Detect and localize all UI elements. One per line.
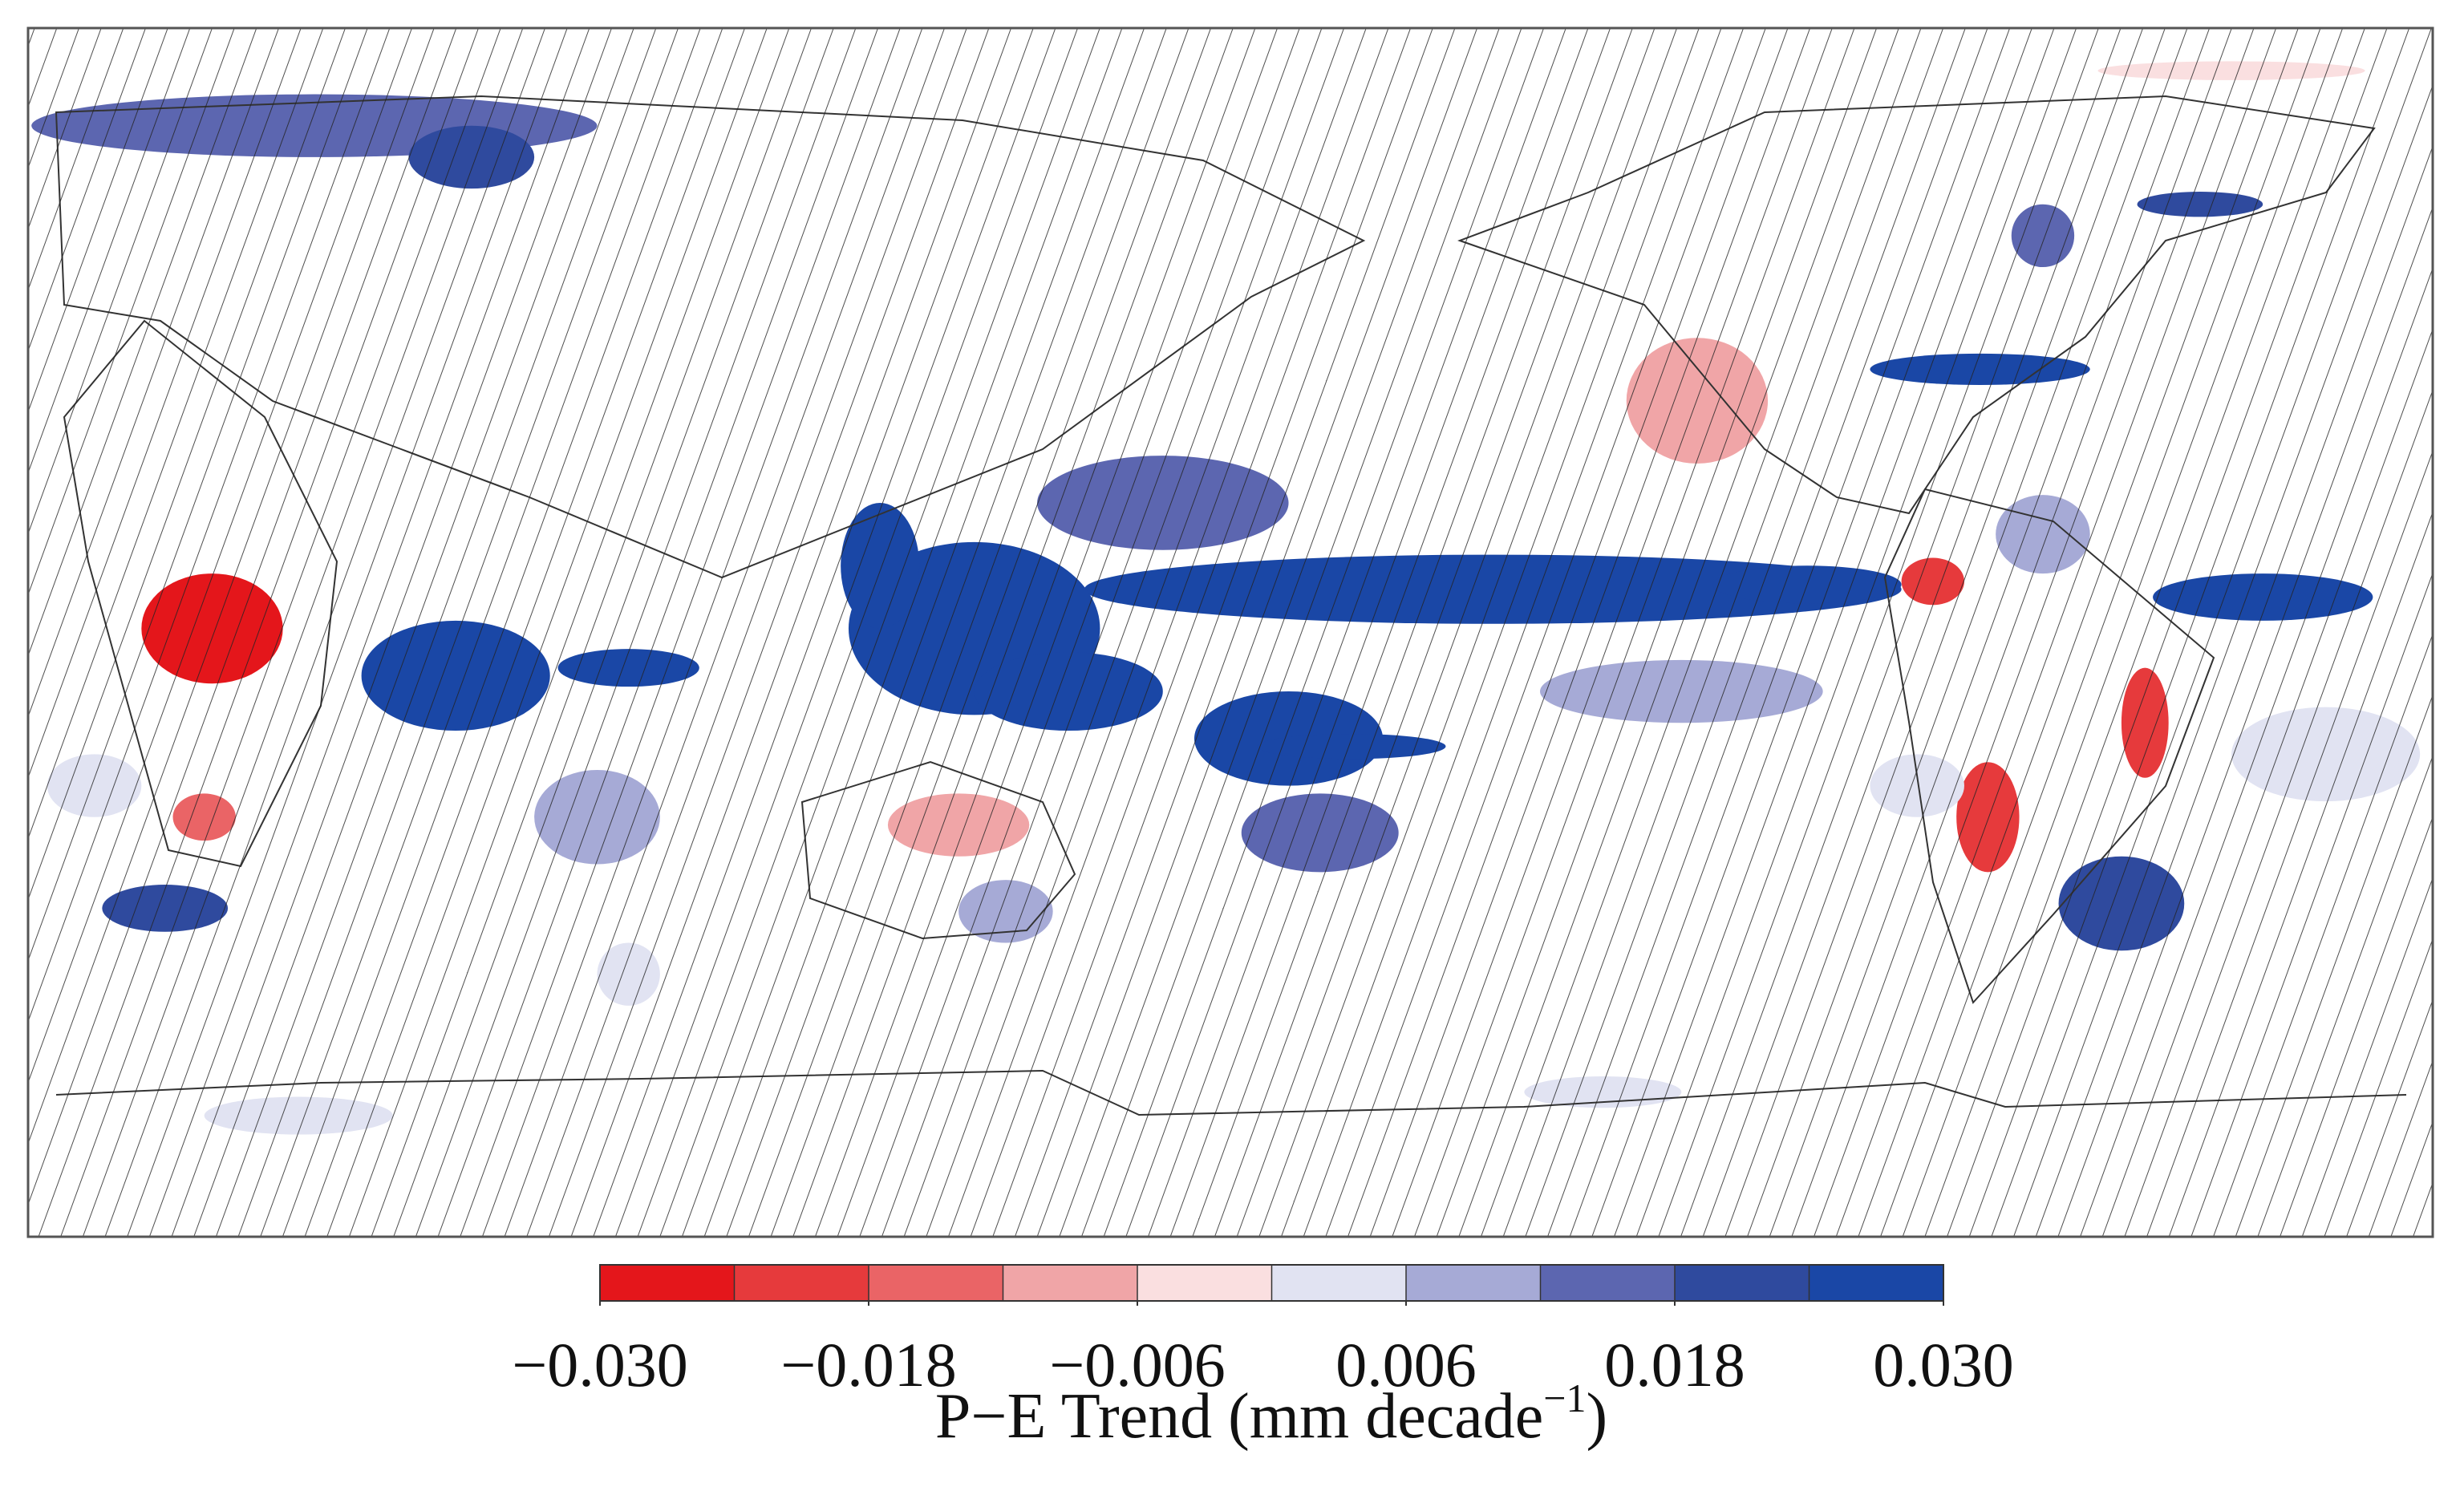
colorbar-bin [734, 1265, 869, 1301]
colorbar-bin [869, 1265, 1003, 1301]
colorbar-bin [600, 1265, 735, 1301]
colorbar-bin [1809, 1265, 1943, 1301]
colorbar-tick-label: −0.006 [1049, 1330, 1226, 1400]
label-superscript: −1 [1543, 1376, 1586, 1420]
colorbar-tick-label: −0.018 [780, 1330, 957, 1400]
label-suffix: ) [1586, 1381, 1607, 1452]
significance-hatching [28, 28, 2433, 1237]
colorbar-bin [1003, 1265, 1137, 1301]
colorbar-frame [599, 1264, 1944, 1302]
colorbar-bin [1675, 1265, 1810, 1301]
colorbar-bin [1406, 1265, 1541, 1301]
colorbar-tick-label: 0.030 [1873, 1330, 2014, 1400]
colorbar-bin [1271, 1265, 1406, 1301]
colorbar-label: P−E Trend (mm decade−1) [935, 1376, 1607, 1452]
label-text: P−E Trend (mm decade [935, 1381, 1543, 1452]
colorbar-bin [1137, 1265, 1272, 1301]
map-frame [26, 26, 2434, 1238]
colorbar-tick-label: 0.006 [1335, 1330, 1477, 1400]
colorbar-bin [1540, 1265, 1675, 1301]
colorbar-tick-label: −0.030 [512, 1330, 688, 1400]
colorbar-tick-label: 0.018 [1604, 1330, 1745, 1400]
colorbar: −0.030 −0.018 −0.006 0.006 0.018 0.030 [512, 1264, 2014, 1400]
